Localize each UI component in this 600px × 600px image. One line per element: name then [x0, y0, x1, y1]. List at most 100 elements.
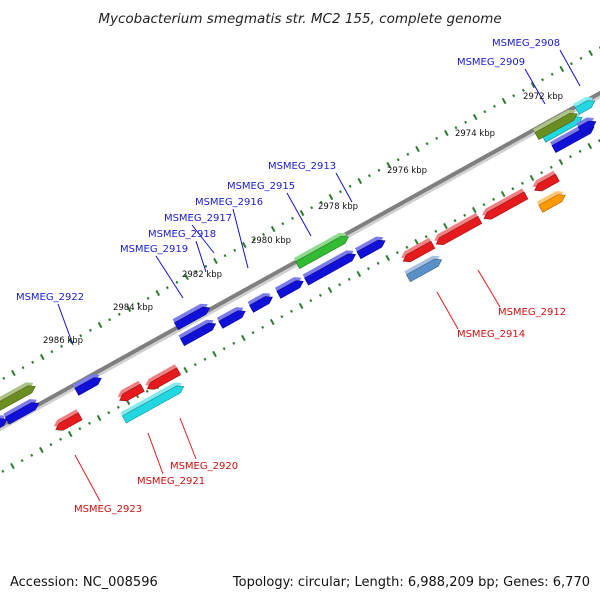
- tick-mark: [512, 94, 516, 98]
- gene-feature: [573, 97, 596, 115]
- leader-line: [147, 432, 164, 475]
- tick-label-layer: 2972 kbp 2974 kbp 2976 kbp 2978 kbp 2980 kbp…: [43, 92, 563, 346]
- tick-mark: [137, 302, 140, 306]
- tick-mark: [204, 264, 208, 268]
- gene-feature: [482, 188, 529, 220]
- tick-mark: [87, 421, 91, 425]
- tick-mark: [310, 206, 314, 210]
- tick-mark: [136, 395, 140, 399]
- tick-mark: [471, 206, 477, 214]
- tick-mark: [569, 62, 573, 66]
- gene-label: MSMEG_2918: [148, 229, 216, 240]
- leader-line: [232, 208, 249, 269]
- tick-mark: [59, 437, 63, 441]
- tick-mark: [464, 120, 468, 124]
- tick-mark: [11, 369, 16, 377]
- tick-mark: [270, 225, 276, 233]
- tick-mark: [175, 280, 179, 284]
- tick-mark: [10, 462, 15, 470]
- leader-line: [155, 255, 184, 299]
- tick-mark: [347, 277, 351, 281]
- leader-line: [335, 172, 353, 203]
- leader-line: [436, 291, 459, 330]
- gene-feature: [216, 307, 246, 329]
- tick-mark: [453, 219, 457, 223]
- tick-mark: [396, 158, 400, 162]
- leader-line: [191, 224, 215, 254]
- tick-mark: [356, 270, 362, 278]
- tick-mark: [88, 328, 92, 332]
- gene-label: MSMEG_2919: [120, 244, 188, 255]
- tick-mark: [357, 177, 363, 185]
- gene-label: MSMEG_2917: [164, 213, 232, 224]
- tick-label: 2986 kbp: [43, 336, 83, 346]
- gene-feature: [274, 277, 304, 299]
- gene-feature: [0, 382, 36, 412]
- tick-mark: [67, 430, 73, 438]
- tick-label: 2980 kbp: [251, 236, 291, 246]
- tick-mark: [203, 357, 207, 361]
- tick-mark: [425, 142, 429, 146]
- gene-feature: [117, 380, 145, 402]
- tick-mark: [319, 200, 323, 204]
- tick-mark: [377, 168, 381, 172]
- tick-mark: [395, 251, 399, 255]
- tick-mark: [108, 318, 112, 322]
- tick-mark: [280, 315, 284, 319]
- tick-mark: [281, 222, 285, 226]
- tick-mark: [540, 171, 544, 175]
- tick-mark: [155, 289, 161, 297]
- label-layer: MSMEG_2908 MSMEG_2909 MSMEG_2913 MSMEG_2915…: [16, 38, 566, 515]
- tick-mark: [232, 341, 236, 345]
- gene-label: MSMEG_2913: [268, 161, 336, 172]
- tick-mark: [472, 113, 478, 121]
- gene-label: MSMEG_2921: [137, 476, 205, 487]
- accession-text: Accession: NC_008596: [10, 575, 158, 590]
- tick-mark: [348, 184, 352, 188]
- tick-label: 2976 kbp: [387, 166, 427, 176]
- tick-mark: [530, 81, 536, 89]
- tick-mark: [252, 238, 256, 242]
- gene-label: MSMEG_2909: [457, 57, 525, 68]
- gene-feature: [302, 250, 356, 286]
- tick-mark: [184, 273, 189, 281]
- tick-mark: [49, 443, 53, 447]
- tick-mark: [492, 104, 496, 108]
- tick-mark: [20, 459, 24, 463]
- tick-mark: [97, 321, 103, 329]
- tick-tracks: [1, 46, 600, 473]
- tick-mark: [443, 222, 448, 230]
- tick-label: 2982 kbp: [182, 270, 222, 280]
- gene-feature: [145, 364, 182, 390]
- leader-line: [559, 49, 581, 87]
- tick-mark: [376, 261, 380, 265]
- tick-label: 2972 kbp: [523, 92, 563, 102]
- gene-label: MSMEG_2908: [492, 38, 560, 49]
- gene-feature: [172, 303, 211, 331]
- leader-line: [286, 192, 312, 237]
- tick-mark: [588, 49, 593, 57]
- gene-feature: [3, 399, 40, 425]
- tick-mark: [223, 254, 227, 258]
- gene-label: MSMEG_2914: [457, 329, 525, 340]
- tick-mark: [501, 97, 507, 105]
- gene-feature: [536, 191, 566, 213]
- tick-mark: [500, 190, 506, 198]
- tick-label: 2984 kbp: [113, 303, 153, 313]
- tick-mark: [60, 344, 63, 348]
- gene-label: MSMEG_2916: [195, 197, 263, 208]
- tick-mark: [31, 360, 35, 364]
- tick-mark: [339, 190, 343, 194]
- gene-feature: [178, 319, 217, 347]
- tick-mark: [492, 197, 496, 201]
- gene-feature: [247, 293, 273, 313]
- tick-mark: [183, 366, 189, 374]
- tick-mark: [116, 405, 120, 409]
- gene-feature: [434, 212, 483, 246]
- gene-feature: [120, 382, 185, 424]
- tick-mark: [79, 334, 83, 338]
- tick-mark: [318, 293, 322, 297]
- leader-line: [524, 68, 546, 105]
- tick-mark: [233, 248, 237, 252]
- tick-mark: [587, 142, 593, 150]
